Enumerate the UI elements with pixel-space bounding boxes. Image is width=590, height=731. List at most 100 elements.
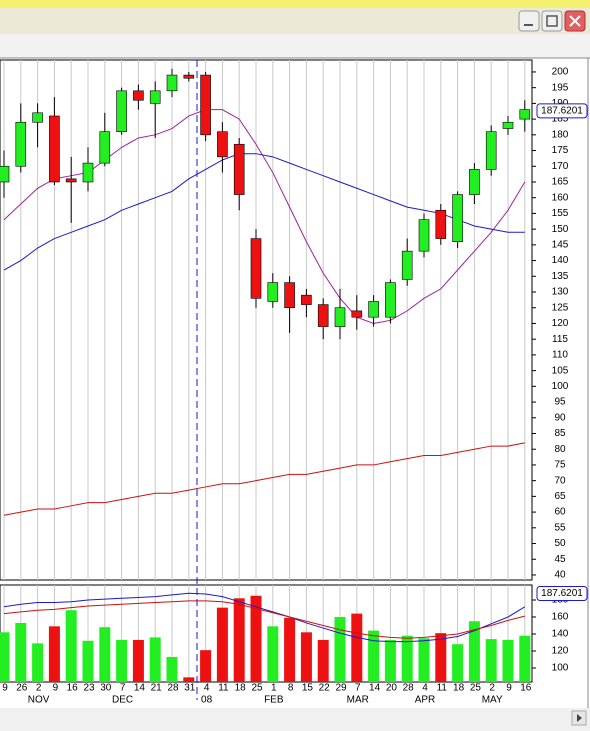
bar	[183, 677, 195, 682]
x-tick-label: 4	[422, 683, 428, 694]
price-tag	[536, 103, 588, 119]
candle-body	[452, 194, 463, 243]
scrollbar[interactable]	[0, 708, 590, 731]
y-tick-label: 85	[554, 428, 566, 439]
y-tick-label: 125	[552, 302, 569, 313]
candle-body	[485, 131, 497, 170]
bar	[368, 630, 380, 682]
x-tick-label: 31	[184, 683, 196, 694]
y-tick-label: 160	[552, 192, 569, 203]
x-tick-label: 15	[302, 683, 314, 694]
moving-average	[3, 592, 526, 643]
y-tick-label: 160	[552, 612, 569, 623]
y-tick-label: 175	[552, 145, 569, 156]
bar	[82, 640, 94, 682]
bar	[250, 595, 262, 682]
x-tick-label: 9	[506, 683, 512, 694]
price-tag	[536, 586, 588, 602]
candle-body	[301, 294, 312, 305]
x-tick-label: 1	[271, 683, 277, 694]
y-tick-label: 100	[552, 381, 569, 392]
x-tick-label: 26	[16, 683, 28, 694]
x-tick-label: 21	[151, 683, 163, 694]
y-tick-label: 120	[552, 646, 569, 657]
candle-body	[385, 282, 396, 318]
x-tick-label: 28	[403, 683, 415, 694]
y-tick-label: 145	[552, 240, 569, 251]
bar	[468, 621, 480, 682]
month-label: 08	[201, 695, 213, 706]
candle-body	[250, 238, 262, 299]
y-tick-label: 180	[552, 129, 569, 140]
bar	[435, 633, 447, 682]
y-tick-label: 40	[554, 570, 566, 581]
candle-body	[0, 165, 10, 183]
x-tick-label: 11	[218, 683, 229, 694]
candle-body	[233, 143, 245, 195]
bar	[32, 643, 44, 682]
bar	[233, 598, 245, 682]
candle-body	[502, 121, 514, 129]
bar	[502, 639, 514, 682]
bar	[334, 617, 346, 682]
price-panel	[0, 59, 533, 581]
x-tick-label: 20	[386, 683, 398, 694]
bar	[485, 639, 497, 682]
x-tick-label: 29	[335, 683, 347, 694]
header-band	[0, 34, 590, 58]
candle-body	[317, 304, 329, 327]
bar	[401, 635, 413, 682]
bar	[452, 644, 464, 682]
y-tick-label: 105	[552, 365, 569, 376]
bar	[267, 626, 279, 682]
candle-body	[401, 250, 413, 280]
y-tick-label: 135	[552, 271, 569, 282]
candle-body	[418, 219, 430, 252]
title-bar	[0, 8, 590, 34]
candle-body	[116, 90, 127, 132]
bar	[99, 627, 111, 682]
y-tick-label: 60	[554, 507, 566, 518]
maximize-button[interactable]	[541, 10, 563, 32]
candle-body	[32, 112, 43, 123]
toolbar-strip	[0, 0, 590, 8]
y-tick-label: 70	[554, 475, 566, 486]
y-tick-label: 155	[552, 208, 569, 219]
month-label: DEC	[112, 695, 133, 706]
x-tick-label: 8	[288, 683, 294, 694]
x-tick-label: 9	[53, 683, 59, 694]
x-tick-label: 30	[100, 683, 112, 694]
candle-body	[15, 121, 27, 167]
y-tick-label: 55	[554, 522, 566, 533]
x-tick-label: 2	[36, 683, 42, 694]
bar	[317, 639, 329, 682]
y-tick-label: 50	[554, 538, 566, 549]
candle-body	[82, 162, 94, 183]
bar	[351, 613, 363, 682]
x-tick-label: 16	[67, 683, 79, 694]
candle-body	[435, 209, 447, 239]
bar	[300, 632, 312, 682]
bar	[65, 610, 77, 682]
y-tick-label: 140	[552, 255, 569, 266]
month-label: MAR	[347, 695, 369, 706]
bar	[418, 638, 430, 682]
month-label: FEB	[264, 695, 284, 706]
candle-body	[519, 109, 531, 120]
candle-body	[469, 169, 480, 195]
y-tick-label: 165	[552, 177, 569, 188]
candle-body	[351, 310, 363, 318]
bar	[149, 637, 161, 682]
y-tick-label: 195	[552, 82, 569, 93]
month-label: APR	[415, 695, 436, 706]
x-tick-label: 9	[2, 683, 8, 694]
bar	[200, 650, 212, 682]
y-tick-label: 150	[552, 224, 569, 235]
candle-body	[49, 115, 60, 183]
x-tick-label: 4	[204, 683, 210, 694]
y-tick-label: 115	[552, 334, 568, 345]
moving-average	[3, 442, 525, 516]
minimize-button[interactable]	[518, 10, 540, 32]
y-tick-label: 110	[552, 350, 568, 361]
